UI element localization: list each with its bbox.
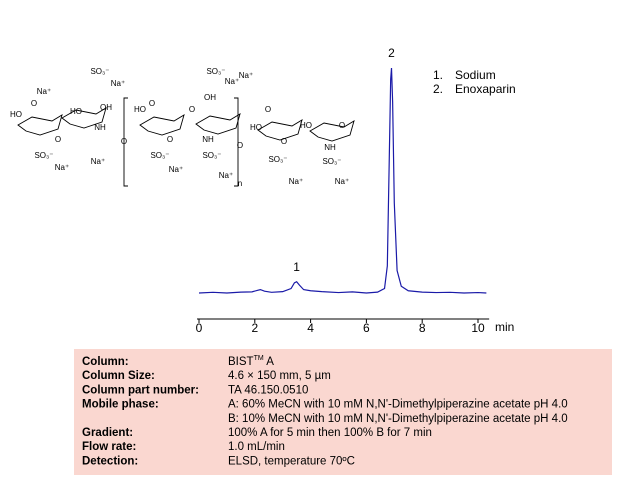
structure-label: O (149, 99, 155, 108)
structure-label: O (121, 137, 127, 146)
structure-label: HO (70, 107, 82, 116)
structure-label: Na⁺ (169, 165, 183, 174)
table-value-part: BIST (228, 356, 254, 368)
x-tick-label: 6 (363, 321, 370, 335)
table-label: Column part number: (82, 384, 199, 396)
structure-label: HO (134, 105, 146, 114)
table-box (74, 349, 612, 475)
x-tick-label: 4 (307, 321, 314, 335)
structure-label: NH (202, 135, 214, 144)
structure-label: O (237, 141, 243, 150)
structure-label: SO₃⁻ (90, 67, 109, 76)
table-value: 100% A for 5 min then 100% B for 7 min (228, 427, 432, 439)
table-value: 4.6 × 150 mm, 5 µm (228, 370, 331, 382)
structure-label: HO (10, 110, 22, 119)
structure-label: O (31, 99, 37, 108)
structure-label: Na⁺ (239, 71, 253, 80)
structure-label: O (167, 135, 173, 144)
structure-label: n (238, 179, 242, 188)
structure-label: SO₃⁻ (150, 151, 169, 160)
table-value: 1.0 mL/min (228, 441, 285, 453)
structure-label: Na⁺ (219, 171, 233, 180)
structure-label: SO₃⁻ (268, 155, 287, 164)
table-value: B: 10% MeCN with 10 mM N,N'-Dimethylpipe… (228, 413, 568, 425)
structure-label: NH (94, 123, 106, 132)
x-tick-label: 8 (419, 321, 426, 335)
structure-label: SO₃⁻ (206, 67, 225, 76)
structure-label: O (55, 135, 61, 144)
legend-entry: Sodium (455, 68, 496, 82)
legend-marker: 1. (433, 68, 443, 82)
structure-label: Na⁺ (55, 163, 69, 172)
table-value-part: TM (254, 355, 264, 362)
x-unit: min (495, 320, 514, 334)
structure-label: Na⁺ (289, 177, 303, 186)
table-label: Flow rate: (82, 441, 136, 453)
table-value: TA 46.150.0510 (228, 384, 308, 396)
table-value-part: A (264, 356, 275, 368)
peak-label: 2 (388, 46, 395, 60)
structure-label: O (265, 105, 271, 114)
table-value: BISTTM A (228, 355, 274, 368)
structure-label: SO₃⁻ (202, 151, 221, 160)
peak-label: 1 (293, 260, 300, 274)
x-tick-label: 2 (251, 321, 258, 335)
legend-marker: 2. (433, 82, 443, 96)
trace (198, 67, 487, 294)
structure-label: O (281, 137, 287, 146)
structure-label: HO (300, 121, 312, 130)
structure-label: Na⁺ (225, 77, 239, 86)
structure-label: HO (250, 123, 262, 132)
table-label: Detection: (82, 455, 138, 467)
table-label: Column: (82, 356, 129, 368)
table-value: A: 60% MeCN with 10 mM N,N'-Dimethylpipe… (228, 399, 568, 411)
table-label: Gradient: (82, 427, 133, 439)
x-tick-label: 0 (196, 321, 203, 335)
table-value: ELSD, temperature 70ºC (228, 455, 355, 467)
structure-label: O (189, 105, 195, 114)
structure-label: SO₃⁻ (322, 157, 341, 166)
structure-label: Na⁺ (37, 87, 51, 96)
structure-label: NH (324, 143, 336, 152)
structure-label: Na⁺ (91, 157, 105, 166)
table-label: Mobile phase: (82, 399, 159, 411)
structure-label: Na⁺ (335, 177, 349, 186)
legend-entry: Enoxaparin (455, 82, 516, 96)
structure-label: OH (204, 93, 216, 102)
structure-label: O (339, 121, 345, 130)
table-label: Column Size: (82, 370, 155, 382)
structure-label: SO₃⁻ (34, 151, 53, 160)
structure-label: OH (100, 103, 112, 112)
x-tick-label: 10 (471, 321, 485, 335)
structure-label: Na⁺ (111, 79, 125, 88)
